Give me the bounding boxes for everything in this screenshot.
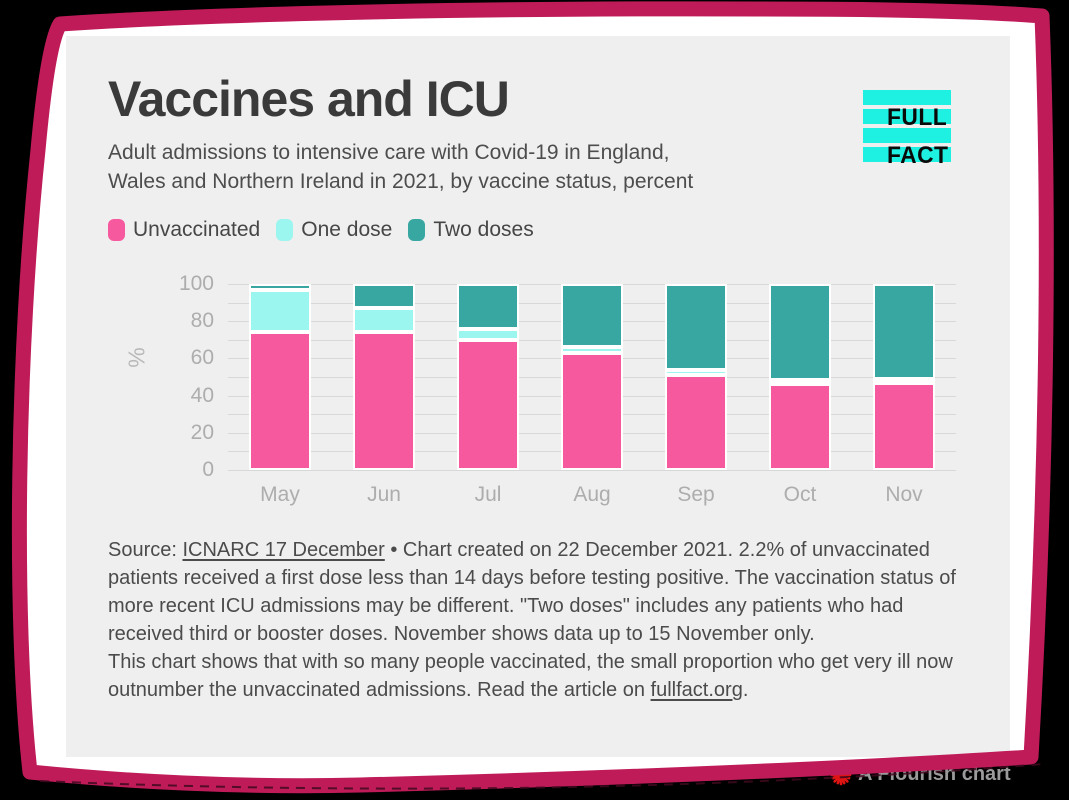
commentary-text: This chart shows that with so many peopl… (108, 651, 953, 701)
y-tick-label: 80 (190, 309, 214, 333)
legend-label: Unvaccinated (133, 218, 261, 241)
bar-jun (353, 284, 415, 470)
bar-oct (769, 283, 831, 470)
segment-unvaccinated[interactable] (769, 384, 831, 470)
fullfact-link[interactable]: fullfact.org (650, 679, 743, 701)
x-tick-label: Jul (474, 483, 502, 506)
bar-slot (644, 284, 748, 470)
x-tick-label: Jun (367, 483, 401, 506)
x-tick-label: Aug (573, 483, 611, 506)
segment-two-doses[interactable] (769, 283, 831, 381)
x-tick-label: Sep (677, 483, 715, 506)
plot-area (228, 283, 956, 471)
gridline (228, 470, 956, 471)
chart-title: Vaccines and ICU (108, 71, 510, 127)
segment-unvaccinated[interactable] (457, 339, 519, 470)
segment-one-dose[interactable] (249, 289, 311, 333)
x-tick-label: May (260, 483, 300, 506)
bar-slot (748, 283, 852, 470)
source-link[interactable]: ICNARC 17 December (182, 539, 385, 561)
y-tick-label: 20 (190, 420, 214, 444)
source-paragraph: Source: ICNARC 17 December • Chart creat… (108, 536, 984, 648)
commentary-paragraph: This chart shows that with so many peopl… (108, 648, 984, 704)
legend-item-one-dose[interactable]: One dose (276, 218, 392, 242)
x-tick-label: Oct (783, 483, 817, 506)
logo-text-full: FULL (887, 104, 948, 131)
segment-unvaccinated[interactable] (353, 332, 415, 470)
legend-label: One dose (301, 218, 393, 241)
commentary-period: . (742, 679, 749, 701)
y-tick-label: 0 (202, 458, 214, 481)
x-tick-label: Nov (885, 483, 923, 506)
footnote: Source: ICNARC 17 December • Chart creat… (108, 536, 984, 704)
chart-panel: Vaccines and ICU FULL FACT Adult admissi… (66, 36, 1010, 757)
y-axis-title: % (123, 347, 150, 368)
logo-text-fact: FACT (887, 142, 949, 169)
segment-two-doses[interactable] (353, 284, 415, 309)
source-label: Source: (108, 539, 183, 561)
segment-two-doses[interactable] (665, 284, 727, 370)
legend-swatch (276, 219, 294, 241)
segment-two-doses[interactable] (873, 283, 935, 379)
flourish-logo-icon (830, 764, 852, 785)
segment-two-doses[interactable] (457, 284, 519, 329)
legend-swatch (108, 219, 125, 241)
x-axis: May Jun Jul Aug Sep Oct Nov (228, 483, 956, 509)
flourish-attribution-label: A Flourish chart (858, 763, 1011, 785)
flourish-attribution[interactable]: A Flourish chart (830, 763, 1011, 786)
bar-may (249, 284, 311, 470)
segment-one-dose[interactable] (457, 328, 519, 340)
segment-one-dose[interactable] (353, 308, 415, 333)
legend-item-two-doses[interactable]: Two doses (408, 218, 534, 242)
logo-bar (863, 90, 951, 105)
bar-slot (852, 283, 956, 470)
segment-two-doses[interactable] (561, 284, 623, 348)
bar-slot (332, 284, 436, 470)
segment-unvaccinated[interactable] (873, 382, 935, 470)
subtitle-line-1: Adult admissions to intensive care with … (108, 141, 670, 164)
y-tick-label: 60 (190, 346, 214, 370)
bar-jul (457, 284, 519, 470)
legend-label: Two doses (433, 218, 534, 241)
y-tick-label: 100 (178, 272, 214, 295)
legend-item-unvaccinated[interactable]: Unvaccinated (108, 218, 260, 242)
chart-subtitle: Adult admissions to intensive care with … (108, 138, 693, 196)
full-fact-logo: FULL FACT (863, 90, 951, 202)
legend: Unvaccinated One dose Two doses (108, 218, 550, 242)
bar-slot (228, 284, 332, 470)
bar-sep (665, 284, 727, 470)
segment-unvaccinated[interactable] (561, 352, 623, 470)
bar-slot (436, 284, 540, 470)
bar-nov (873, 283, 935, 470)
bar-slot (540, 284, 644, 470)
subtitle-line-2: Wales and Northern Ireland in 2021, by v… (108, 170, 694, 193)
segment-unvaccinated[interactable] (249, 332, 311, 470)
legend-swatch (408, 219, 426, 241)
y-tick-label: 40 (190, 383, 214, 407)
bar-aug (561, 284, 623, 470)
segment-unvaccinated[interactable] (665, 375, 727, 470)
y-axis: 0 20 40 60 80 100 (154, 273, 214, 481)
